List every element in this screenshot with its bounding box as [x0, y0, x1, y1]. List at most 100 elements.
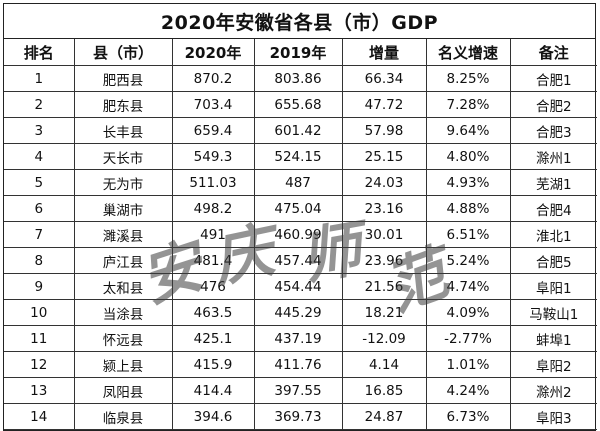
table-row: 11 怀远县 425.1 437.19 -12.09 -2.77% 蚌埠1 — [4, 325, 597, 352]
header-2020: 2020年 — [171, 39, 255, 66]
gdp-2019-cell: 460.99 — [253, 221, 343, 248]
table-row: 7 濉溪县 491 460.99 30.01 6.51% 淮北1 — [4, 221, 597, 248]
table-row: 8 庐江县 481.4 457.44 23.96 5.24% 合肥5 — [4, 247, 597, 274]
header-note: 备注 — [509, 39, 597, 66]
gdp-2020-cell: 498.2 — [171, 195, 255, 222]
table-row: 3 长丰县 659.4 601.42 57.98 9.64% 合肥3 — [4, 117, 597, 144]
growth-rate-cell: 6.51% — [425, 221, 511, 248]
growth-rate-cell: 4.74% — [425, 273, 511, 300]
table-row: 14 临泉县 394.6 369.73 24.87 6.73% 阜阳3 — [4, 403, 597, 430]
table-row: 12 颍上县 415.9 411.76 4.14 1.01% 阜阳2 — [4, 351, 597, 378]
gdp-2020-cell: 549.3 — [171, 143, 255, 170]
rank-cell: 8 — [4, 247, 75, 274]
note-cell: 滁州2 — [509, 377, 597, 404]
county-cell: 当涂县 — [73, 299, 173, 326]
increase-cell: 18.21 — [341, 299, 427, 326]
gdp-2020-cell: 491 — [171, 221, 255, 248]
growth-rate-cell: 7.28% — [425, 91, 511, 118]
rank-cell: 9 — [4, 273, 75, 300]
increase-cell: 47.72 — [341, 91, 427, 118]
gdp-2019-cell: 601.42 — [253, 117, 343, 144]
gdp-2019-cell: 437.19 — [253, 325, 343, 352]
note-cell: 芜湖1 — [509, 169, 597, 196]
gdp-2020-cell: 415.9 — [171, 351, 255, 378]
table-row: 9 太和县 476 454.44 21.56 4.74% 阜阳1 — [4, 273, 597, 300]
gdp-2020-cell: 703.4 — [171, 91, 255, 118]
county-cell: 濉溪县 — [73, 221, 173, 248]
increase-cell: 23.16 — [341, 195, 427, 222]
county-cell: 怀远县 — [73, 325, 173, 352]
rank-cell: 1 — [4, 65, 75, 92]
gdp-2019-cell: 397.55 — [253, 377, 343, 404]
increase-cell: 57.98 — [341, 117, 427, 144]
county-cell: 临泉县 — [73, 403, 173, 430]
note-cell: 合肥4 — [509, 195, 597, 222]
county-cell: 天长市 — [73, 143, 173, 170]
increase-cell: 66.34 — [341, 65, 427, 92]
table-row: 2 肥东县 703.4 655.68 47.72 7.28% 合肥2 — [4, 91, 597, 118]
growth-rate-cell: 4.24% — [425, 377, 511, 404]
county-cell: 太和县 — [73, 273, 173, 300]
gdp-2020-cell: 511.03 — [171, 169, 255, 196]
rank-cell: 11 — [4, 325, 75, 352]
gdp-2020-cell: 659.4 — [171, 117, 255, 144]
county-cell: 巢湖市 — [73, 195, 173, 222]
increase-cell: 24.03 — [341, 169, 427, 196]
gdp-2019-cell: 803.86 — [253, 65, 343, 92]
increase-cell: 16.85 — [341, 377, 427, 404]
rank-cell: 5 — [4, 169, 75, 196]
table-row: 10 当涂县 463.5 445.29 18.21 4.09% 马鞍山1 — [4, 299, 597, 326]
gdp-2020-cell: 870.2 — [171, 65, 255, 92]
county-cell: 肥东县 — [73, 91, 173, 118]
note-cell: 合肥3 — [509, 117, 597, 144]
growth-rate-cell: 5.24% — [425, 247, 511, 274]
note-cell: 滁州1 — [509, 143, 597, 170]
gdp-table: 排名 县（市） 2020年 2019年 增量 名义增速 备注 1 肥西县 870.2… — [4, 39, 597, 430]
increase-cell: 25.15 — [341, 143, 427, 170]
gdp-2019-cell: 524.15 — [253, 143, 343, 170]
growth-rate-cell: 8.25% — [425, 65, 511, 92]
gdp-2019-cell: 655.68 — [253, 91, 343, 118]
note-cell: 阜阳1 — [509, 273, 597, 300]
header-growth-rate: 名义增速 — [425, 39, 511, 66]
rank-cell: 2 — [4, 91, 75, 118]
growth-rate-cell: 4.09% — [425, 299, 511, 326]
growth-rate-cell: 4.88% — [425, 195, 511, 222]
rank-cell: 14 — [4, 403, 75, 430]
note-cell: 淮北1 — [509, 221, 597, 248]
note-cell: 阜阳3 — [509, 403, 597, 430]
header-2019: 2019年 — [253, 39, 343, 66]
note-cell: 合肥5 — [509, 247, 597, 274]
rank-cell: 7 — [4, 221, 75, 248]
county-cell: 无为市 — [73, 169, 173, 196]
growth-rate-cell: 4.93% — [425, 169, 511, 196]
growth-rate-cell: -2.77% — [425, 325, 511, 352]
table-row: 1 肥西县 870.2 803.86 66.34 8.25% 合肥1 — [4, 65, 597, 92]
increase-cell: 24.87 — [341, 403, 427, 430]
gdp-2019-cell: 457.44 — [253, 247, 343, 274]
note-cell: 阜阳2 — [509, 351, 597, 378]
gdp-2019-cell: 454.44 — [253, 273, 343, 300]
header-county: 县（市） — [73, 39, 173, 66]
gdp-2019-cell: 487 — [253, 169, 343, 196]
note-cell: 合肥1 — [509, 65, 597, 92]
increase-cell: 4.14 — [341, 351, 427, 378]
gdp-2019-cell: 411.76 — [253, 351, 343, 378]
increase-cell: 30.01 — [341, 221, 427, 248]
rank-cell: 12 — [4, 351, 75, 378]
header-row: 排名 县（市） 2020年 2019年 增量 名义增速 备注 — [4, 39, 597, 66]
rank-cell: 3 — [4, 117, 75, 144]
header-increase: 增量 — [341, 39, 427, 66]
gdp-2019-cell: 445.29 — [253, 299, 343, 326]
growth-rate-cell: 1.01% — [425, 351, 511, 378]
gdp-2020-cell: 476 — [171, 273, 255, 300]
gdp-2020-cell: 394.6 — [171, 403, 255, 430]
table-row: 6 巢湖市 498.2 475.04 23.16 4.88% 合肥4 — [4, 195, 597, 222]
gdp-2019-cell: 369.73 — [253, 403, 343, 430]
county-cell: 凤阳县 — [73, 377, 173, 404]
gdp-2019-cell: 475.04 — [253, 195, 343, 222]
gdp-2020-cell: 463.5 — [171, 299, 255, 326]
increase-cell: 23.96 — [341, 247, 427, 274]
growth-rate-cell: 6.73% — [425, 403, 511, 430]
header-rank: 排名 — [4, 39, 75, 66]
